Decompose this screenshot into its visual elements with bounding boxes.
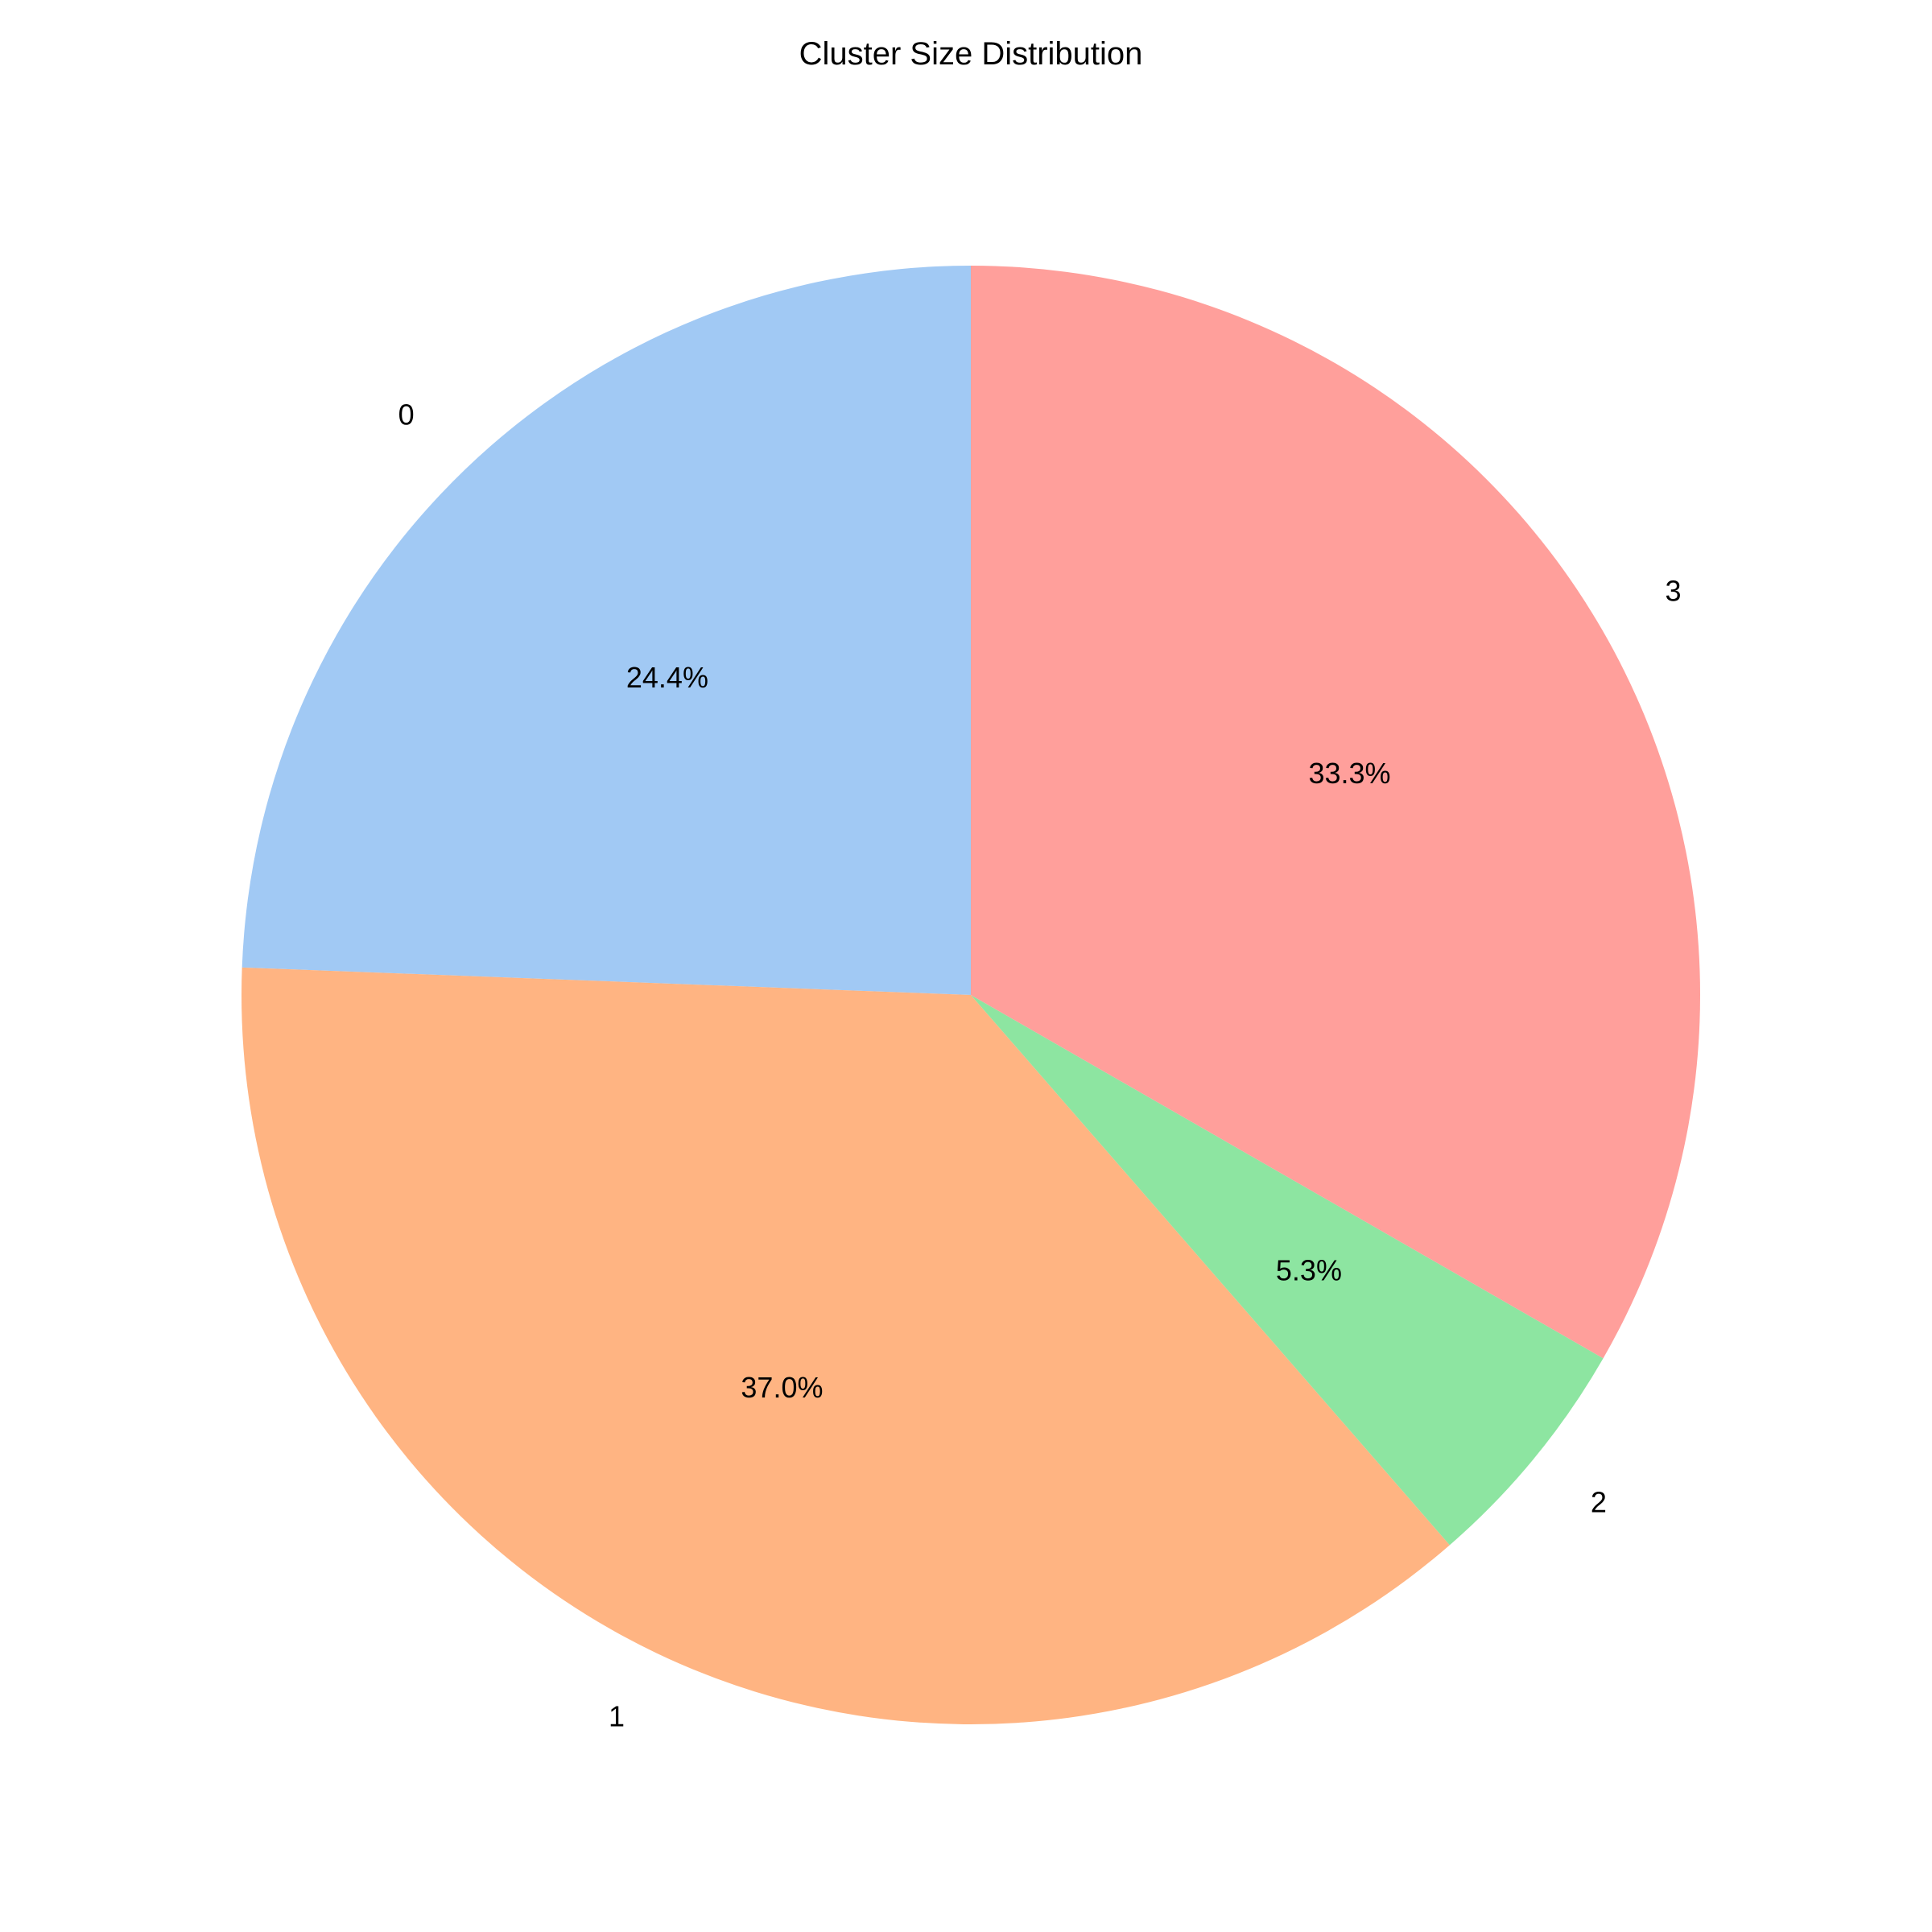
percent-label-2: 5.3%	[1276, 1254, 1342, 1287]
slice-label-0: 0	[398, 398, 415, 431]
percent-label-3: 33.3%	[1308, 757, 1390, 790]
pie-labels: 0 24.4% 1 37.0% 2 5.3% 3 33.3%	[398, 398, 1682, 1733]
pie-slice-2	[971, 995, 1604, 1546]
pie-slice-1	[242, 967, 1450, 1724]
slice-label-3: 3	[1666, 574, 1682, 607]
slice-label-1: 1	[609, 1700, 625, 1733]
pie-slice-3	[971, 266, 1700, 1359]
pie-slice-0	[242, 266, 971, 995]
pie-slices	[242, 266, 1700, 1724]
slice-label-2: 2	[1591, 1485, 1607, 1518]
chart-title: Cluster Size Distribution	[799, 36, 1143, 72]
percent-label-0: 24.4%	[626, 661, 708, 694]
percent-label-1: 37.0%	[741, 1371, 823, 1404]
